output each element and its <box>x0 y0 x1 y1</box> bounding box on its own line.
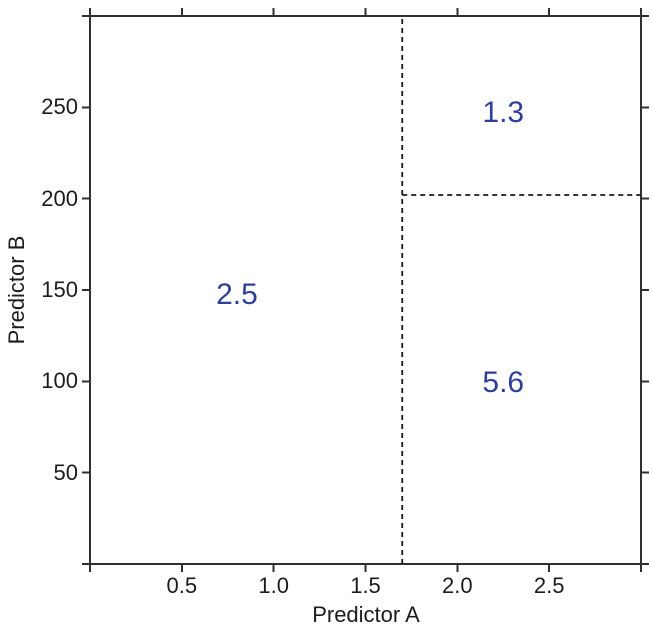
x-axis-title: Predictor A <box>312 602 420 627</box>
y-tick-label-150: 150 <box>41 277 78 302</box>
x-tick-label-2.5: 2.5 <box>533 573 565 598</box>
region-mean-label-2.5: 2.5 <box>216 278 258 312</box>
x-tick-label-0.5: 0.5 <box>166 573 198 598</box>
y-tick-label-50: 50 <box>53 459 78 485</box>
y-tick-label-250: 250 <box>41 94 78 120</box>
y-tick-label-100: 100 <box>41 368 78 394</box>
region-mean-label-1.3: 1.3 <box>482 95 525 129</box>
plot-border <box>89 15 642 565</box>
x-tick-label-2.0: 2.0 <box>442 573 473 598</box>
region-mean-label-5.6: 5.6 <box>482 366 525 400</box>
y-tick-label-200: 200 <box>41 185 78 211</box>
x-tick-label-1.0: 1.0 <box>258 573 289 598</box>
y-axis-title: Predictor B <box>4 235 29 345</box>
x-tick-label-1.5: 1.5 <box>350 573 381 598</box>
